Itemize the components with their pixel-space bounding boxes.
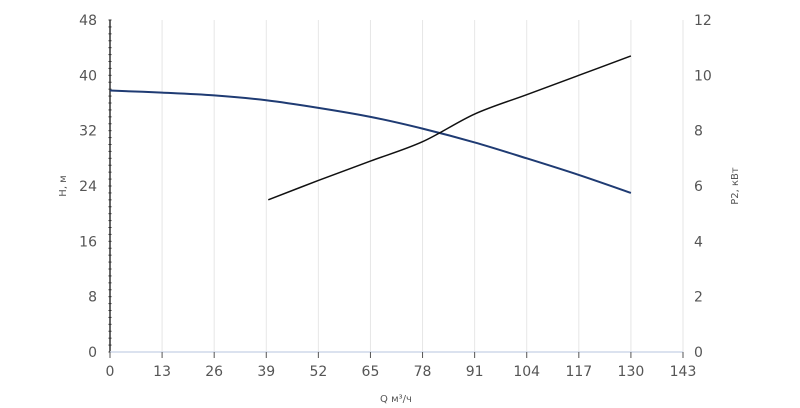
x-tick-label: 39 (257, 364, 275, 380)
y-right-tick-label: 10 (694, 68, 712, 84)
x-tick-label: 13 (153, 364, 171, 380)
y-right-tick-label: 4 (694, 234, 703, 250)
series-group (109, 55, 632, 201)
y-left-tick-label: 8 (88, 290, 97, 306)
x-axis-label: Q м³/ч (380, 394, 412, 405)
y-left-tick-label: 0 (88, 345, 97, 361)
vertical-grid (161, 20, 684, 352)
x-tick-label: 104 (513, 364, 540, 380)
x-tick-label: 91 (466, 364, 484, 380)
power-curve (268, 55, 632, 201)
x-tick-label: 117 (565, 364, 592, 380)
y-left-tick-label: 48 (79, 13, 97, 29)
y-axis-right-label: P2, кВт (730, 167, 741, 205)
y-right-tick-label: 0 (694, 345, 703, 361)
y-left-tick-label: 32 (79, 124, 97, 140)
x-tick-label: 78 (414, 364, 432, 380)
x-tick-label: 65 (362, 364, 380, 380)
axes (108, 19, 684, 358)
y-axis-left-label: H, м (58, 175, 69, 196)
head-curve (109, 89, 632, 194)
y-right-tick-label: 6 (694, 179, 703, 195)
y-right-tick-label: 2 (694, 290, 703, 306)
x-tick-label: 52 (309, 364, 327, 380)
y-right-tick-label: 12 (694, 13, 712, 29)
y-left-tick-label: 24 (79, 179, 97, 195)
x-tick-label: 26 (205, 364, 223, 380)
y-left-tick-label: 40 (79, 68, 97, 84)
y-left-tick-label: 16 (79, 234, 97, 250)
tick-labels: 0 13 26 39 52 65 78 91 104 117 130 1430816243240480… (79, 13, 712, 380)
x-tick-label: 143 (670, 364, 697, 380)
x-tick-label: 130 (618, 364, 645, 380)
y-right-tick-label: 8 (694, 124, 703, 140)
x-tick-label: 0 (106, 364, 115, 380)
